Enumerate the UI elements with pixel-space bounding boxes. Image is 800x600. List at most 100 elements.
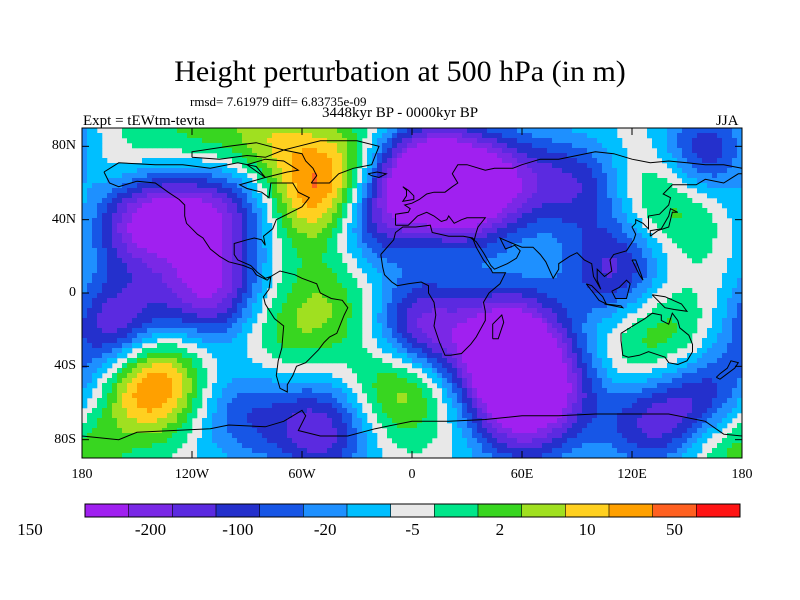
field-cell (252, 218, 258, 224)
field-cell (372, 218, 378, 224)
field-cell (117, 388, 123, 394)
field-cell (102, 308, 108, 314)
field-cell (222, 213, 228, 219)
field-cell (232, 183, 238, 189)
field-cell (177, 373, 183, 379)
field-cell (362, 188, 368, 194)
field-cell (352, 338, 358, 344)
field-cell (462, 273, 468, 279)
field-cell (202, 283, 208, 289)
field-cell (267, 223, 273, 229)
field-cell (282, 293, 288, 299)
field-cell (412, 338, 418, 344)
field-cell (372, 453, 378, 458)
field-cell (142, 368, 148, 374)
field-cell (102, 248, 108, 254)
field-cell (172, 158, 178, 164)
field-cell (412, 258, 418, 264)
field-cell (422, 323, 428, 329)
field-cell (417, 428, 423, 434)
field-cell (137, 203, 143, 209)
field-cell (167, 423, 173, 429)
field-cell (147, 358, 153, 364)
field-cell (242, 313, 248, 319)
field-cell (177, 158, 183, 164)
field-cell (327, 243, 333, 249)
field-cell (162, 203, 168, 209)
field-cell (117, 448, 123, 454)
field-cell (177, 263, 183, 269)
field-cell (352, 228, 358, 234)
field-cell (262, 338, 268, 344)
field-cell (177, 363, 183, 369)
field-cell (307, 333, 313, 339)
field-cell (117, 233, 123, 239)
field-cell (337, 148, 343, 154)
field-cell (262, 138, 268, 144)
field-cell (357, 293, 363, 299)
field-cell (327, 248, 333, 254)
field-cell (417, 188, 423, 194)
field-cell (402, 323, 408, 329)
field-cell (372, 393, 378, 399)
field-cell (252, 208, 258, 214)
field-cell (387, 208, 393, 214)
field-cell (472, 173, 478, 179)
field-cell (347, 418, 353, 424)
field-cell (182, 438, 188, 444)
field-cell (192, 128, 198, 134)
field-cell (487, 193, 493, 199)
field-cell (137, 223, 143, 229)
field-cell (322, 398, 328, 404)
field-cell (127, 168, 133, 174)
field-cell (402, 393, 408, 399)
field-cell (217, 133, 223, 139)
field-cell (152, 348, 158, 354)
field-cell (222, 358, 228, 364)
field-cell (432, 343, 438, 349)
field-cell (282, 153, 288, 159)
field-cell (427, 198, 433, 204)
field-cell (97, 268, 103, 274)
field-cell (362, 228, 368, 234)
field-cell (457, 173, 463, 179)
field-cell (92, 233, 98, 239)
field-cell (307, 328, 313, 334)
field-cell (227, 413, 233, 419)
field-cell (237, 158, 243, 164)
field-cell (472, 213, 478, 219)
field-cell (302, 358, 308, 364)
field-cell (207, 203, 213, 209)
field-cell (462, 448, 468, 454)
field-cell (192, 388, 198, 394)
field-cell (92, 133, 98, 139)
field-cell (382, 288, 388, 294)
field-cell (282, 133, 288, 139)
field-cell (197, 278, 203, 284)
field-cell (482, 333, 488, 339)
field-cell (137, 428, 143, 434)
field-cell (447, 183, 453, 189)
field-cell (342, 148, 348, 154)
field-cell (232, 418, 238, 424)
field-cell (412, 333, 418, 339)
field-cell (432, 358, 438, 364)
field-cell (207, 418, 213, 424)
field-cell (152, 328, 158, 334)
field-cell (267, 173, 273, 179)
field-cell (237, 373, 243, 379)
field-cell (207, 398, 213, 404)
field-cell (97, 368, 103, 374)
field-cell (197, 333, 203, 339)
field-cell (202, 198, 208, 204)
field-cell (377, 358, 383, 364)
field-cell (342, 163, 348, 169)
field-cell (147, 338, 153, 344)
field-cell (227, 253, 233, 259)
field-cell (307, 283, 313, 289)
field-cell (292, 173, 298, 179)
field-cell (432, 203, 438, 209)
field-cell (247, 128, 253, 134)
field-cell (102, 178, 108, 184)
field-cell (367, 363, 373, 369)
